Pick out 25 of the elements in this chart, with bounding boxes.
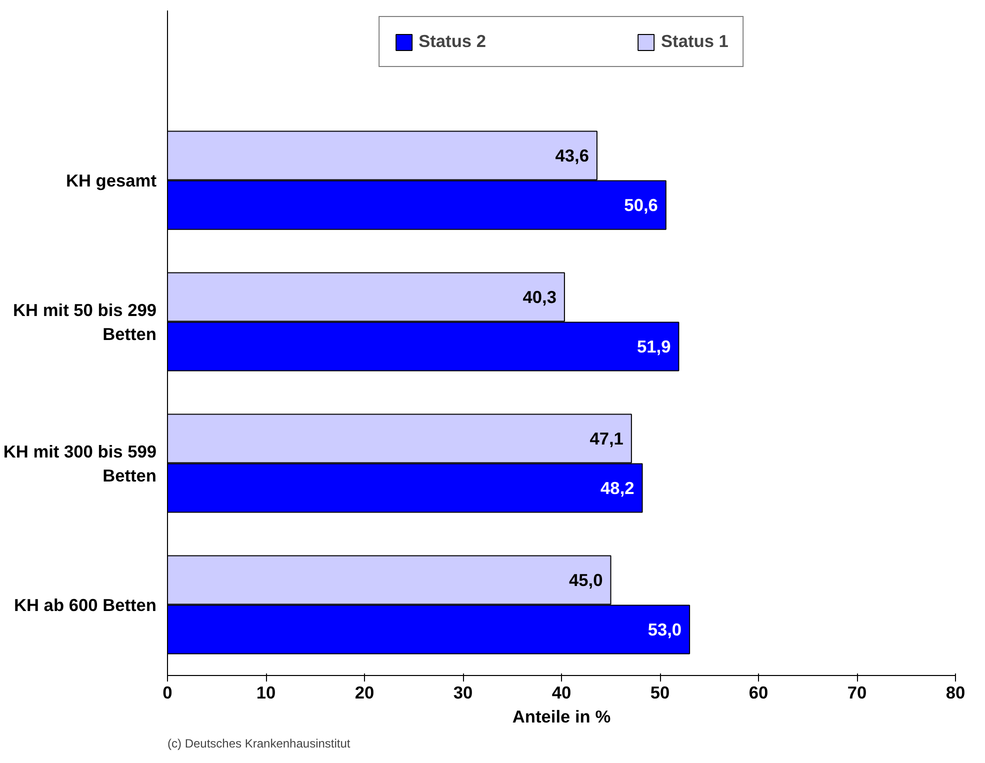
x-tick-label: 50 (650, 682, 670, 702)
y-tick-label: KH ab 600 Betten (14, 594, 157, 615)
legend-label: Status 1 (661, 31, 728, 52)
x-tick-label: 0 (162, 682, 172, 702)
x-tick-label: 30 (453, 682, 473, 702)
data-label: 53,0 (648, 620, 682, 640)
x-tick-label: 60 (748, 682, 768, 702)
y-tick-label: KH mit 300 bis 599 Betten (3, 441, 157, 486)
x-tick-label: 10 (256, 682, 276, 702)
data-label: 43,6 (555, 146, 590, 166)
text: (c) Deutsches Krankenhausinstitut (168, 736, 351, 750)
x-tick-label: 70 (847, 682, 867, 702)
y-tick-label: KH gesamt (66, 170, 157, 190)
x-tick-label: 20 (354, 682, 374, 702)
data-label: 50,6 (624, 195, 658, 216)
x-axis-title: Anteile in % (512, 706, 611, 726)
data-label: 45,0 (569, 570, 603, 590)
data-label: 47,1 (590, 428, 624, 449)
x-tick-label: 80 (946, 682, 966, 702)
data-label: 40,3 (522, 287, 557, 308)
legend-label: Status 2 (418, 31, 486, 52)
y-tick-label: KH mit 50 bis 299 Betten (13, 300, 157, 344)
data-label: 51,9 (636, 336, 671, 357)
x-tick-label: 40 (552, 682, 572, 702)
data-label: 48,2 (600, 478, 634, 498)
